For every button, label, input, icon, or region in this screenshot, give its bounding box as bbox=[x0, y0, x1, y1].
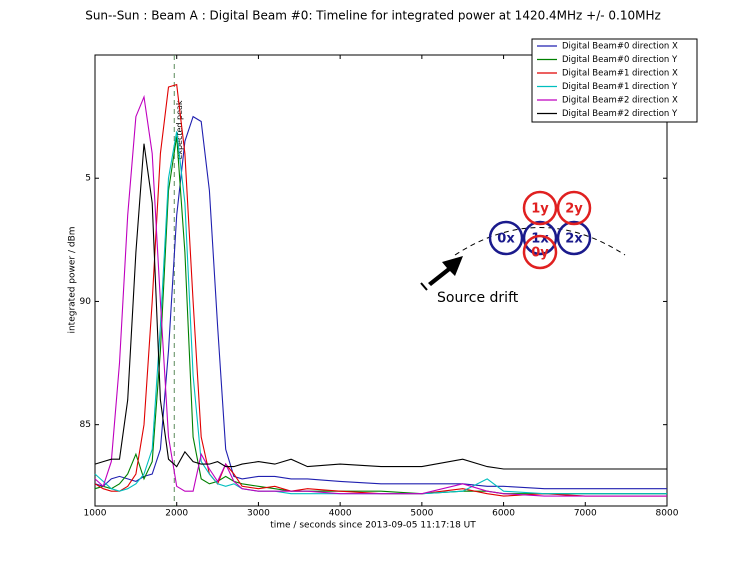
series-line bbox=[94, 131, 667, 495]
x-tick-label: 1000 bbox=[84, 509, 107, 519]
beam-circle bbox=[522, 234, 558, 270]
y-tick-label: 85 bbox=[80, 420, 91, 430]
legend-label: Digital Beam#1 direction X bbox=[562, 69, 678, 79]
x-tick-label: 5000 bbox=[410, 509, 433, 519]
x-tick-label: 8000 bbox=[656, 509, 679, 519]
beam-label: 1y bbox=[531, 202, 549, 217]
legend: Digital Beam#0 direction X Digital Beam#0… bbox=[531, 38, 698, 123]
beam-circle bbox=[556, 190, 592, 226]
legend-label: Digital Beam#0 direction X bbox=[562, 42, 678, 52]
series-line bbox=[94, 143, 667, 470]
beam-circle bbox=[488, 220, 524, 256]
arrow-tail bbox=[420, 282, 428, 291]
series-line bbox=[94, 136, 667, 495]
beam-circle bbox=[522, 190, 558, 226]
drift-label: Source drift bbox=[437, 290, 519, 306]
legend-label: Digital Beam#0 direction Y bbox=[562, 55, 678, 65]
plot-area bbox=[94, 54, 668, 507]
legend-label: Digital Beam#2 direction X bbox=[562, 96, 678, 106]
legend-label: Digital Beam#2 direction Y bbox=[562, 109, 678, 119]
expected-peak-label: expected peak bbox=[175, 100, 184, 159]
y-axis-label: integrated power / dBm bbox=[68, 226, 78, 333]
x-tick-label: 3000 bbox=[247, 509, 270, 519]
beam-label: 1x bbox=[531, 232, 549, 247]
y-tick-label: 90 bbox=[80, 297, 92, 307]
beam-label: 2y bbox=[565, 202, 583, 217]
x-tick-label: 6000 bbox=[492, 509, 515, 519]
y-tick-label: 5 bbox=[85, 174, 91, 184]
beam-label: 2x bbox=[565, 232, 583, 247]
series-line bbox=[94, 94, 667, 497]
x-tick-label: 2000 bbox=[165, 509, 188, 519]
drift-arrow bbox=[428, 256, 463, 286]
beam-circle bbox=[522, 220, 558, 256]
x-tick-label: 4000 bbox=[329, 509, 352, 519]
x-axis-label: time / seconds since 2013-09-05 11:17:18… bbox=[270, 521, 476, 531]
legend-label: Digital Beam#1 direction Y bbox=[562, 82, 678, 92]
legend-box bbox=[531, 38, 698, 123]
x-tick-label: 7000 bbox=[574, 509, 597, 519]
chart-title: Sun--Sun : Beam A : Digital Beam #0: Tim… bbox=[85, 9, 661, 23]
beam-label: 0x bbox=[497, 232, 515, 247]
beam-label: 0y bbox=[531, 246, 549, 261]
beam-circle bbox=[556, 220, 592, 256]
drift-arc bbox=[454, 227, 626, 256]
